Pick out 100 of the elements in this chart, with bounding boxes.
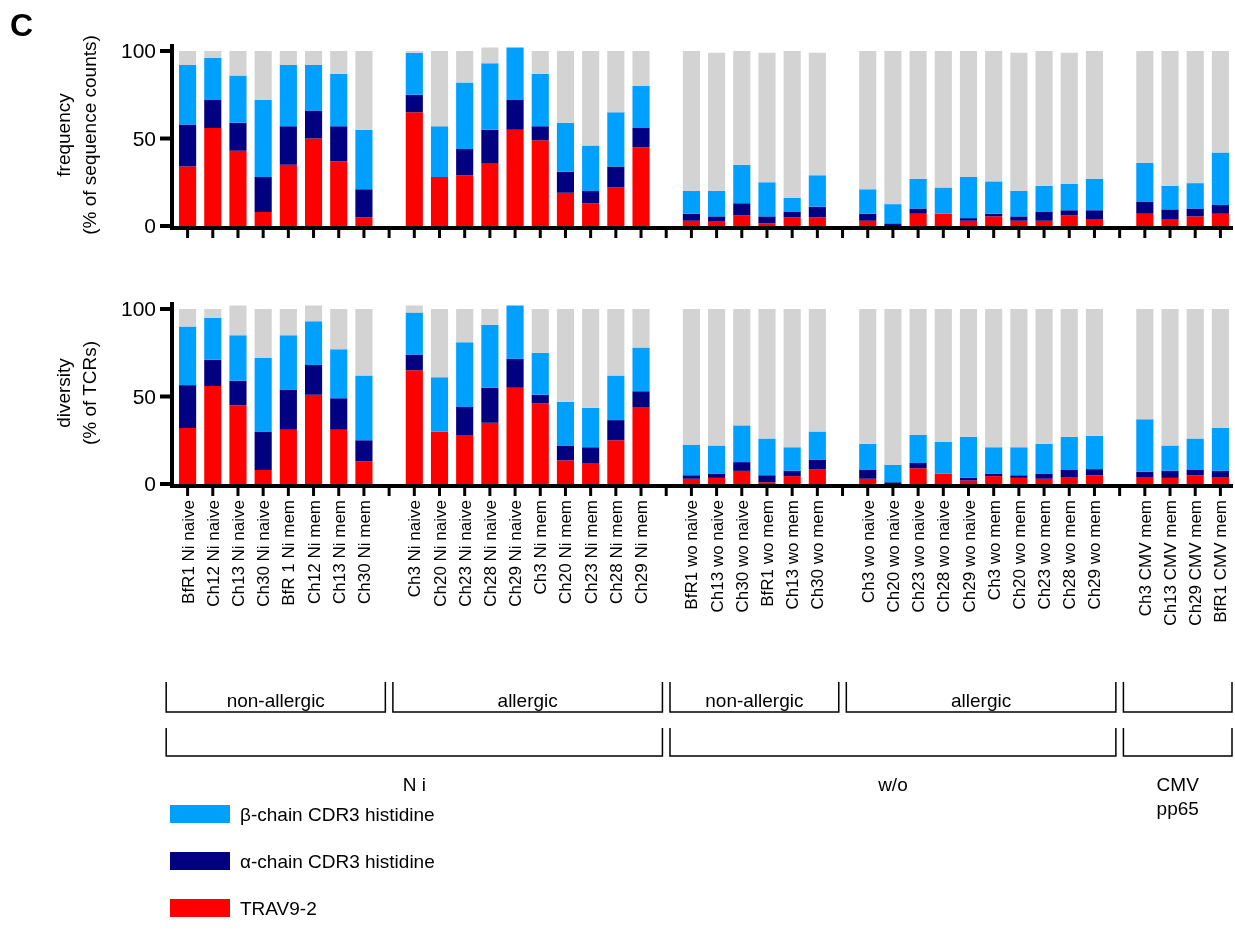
bar xyxy=(1161,51,1179,186)
bar xyxy=(808,52,826,176)
bar xyxy=(204,128,222,226)
bar xyxy=(229,405,247,484)
bar xyxy=(607,51,625,113)
bar xyxy=(1136,471,1154,477)
bar xyxy=(708,477,726,484)
bar xyxy=(909,51,927,179)
bar xyxy=(279,51,297,65)
bar xyxy=(708,473,726,478)
x-tick-label: Ch12 Ni naive xyxy=(203,500,223,607)
bar xyxy=(355,309,373,376)
bar xyxy=(556,51,575,123)
bar xyxy=(556,401,575,446)
bar xyxy=(859,478,877,484)
bar xyxy=(204,58,222,100)
x-tick-label: Ch23 Ni mem xyxy=(581,500,601,604)
x-tick-label: BfR1 CMV mem xyxy=(1211,500,1231,623)
bar xyxy=(179,65,197,125)
bar xyxy=(884,51,902,205)
bar xyxy=(1035,51,1053,186)
bar xyxy=(204,317,222,360)
bar xyxy=(1010,220,1028,226)
text: C xyxy=(10,7,34,43)
text: CMV pp65 xyxy=(1156,774,1200,819)
bar xyxy=(1186,216,1204,226)
bar xyxy=(1161,477,1179,484)
bar xyxy=(355,129,373,190)
bar xyxy=(783,198,801,212)
bar xyxy=(506,387,524,484)
x-tick-label: Ch29 wo naive xyxy=(959,500,979,613)
bar xyxy=(783,470,801,477)
bar xyxy=(582,463,600,484)
text: allergic xyxy=(497,690,558,711)
text: allergic xyxy=(950,690,1012,711)
bar xyxy=(304,321,323,365)
bar xyxy=(1136,309,1154,420)
bar xyxy=(708,191,726,217)
bar xyxy=(632,51,650,86)
y-axis-title: frequency (% of sequence counts) xyxy=(53,35,100,235)
bar xyxy=(481,422,499,484)
bar xyxy=(1035,309,1053,444)
bar xyxy=(1085,210,1104,219)
bar xyxy=(959,177,978,219)
bar xyxy=(279,389,297,430)
bar xyxy=(884,204,902,224)
bar xyxy=(179,309,197,327)
bar xyxy=(204,100,222,128)
bar xyxy=(632,86,650,128)
x-tick-label: Ch3 wo mem xyxy=(984,500,1004,601)
bar xyxy=(909,309,927,435)
bar xyxy=(985,309,1003,448)
bar xyxy=(808,309,826,432)
x-tick-label: Ch3 wo naive xyxy=(858,500,878,604)
bar xyxy=(456,175,474,226)
bar xyxy=(632,128,650,148)
bar xyxy=(330,429,348,484)
bar xyxy=(859,189,877,214)
bar xyxy=(1186,309,1204,439)
bar xyxy=(1035,212,1053,221)
bar xyxy=(582,407,600,448)
bar xyxy=(1085,51,1104,179)
bar xyxy=(304,65,323,111)
bar xyxy=(808,469,826,484)
bar xyxy=(1035,443,1053,474)
bar xyxy=(758,309,776,439)
x-tick-label: Ch28 wo naive xyxy=(934,500,954,613)
bar xyxy=(1035,478,1053,484)
text: N i xyxy=(402,774,426,795)
bar xyxy=(1161,185,1179,210)
bar xyxy=(229,380,247,406)
bar xyxy=(330,73,348,127)
bar xyxy=(1211,152,1229,205)
bar xyxy=(758,438,776,476)
bar xyxy=(506,100,524,130)
x-tick-label: Ch28 Ni mem xyxy=(606,500,626,604)
bar xyxy=(330,349,348,399)
bar xyxy=(279,335,297,390)
bar xyxy=(733,215,751,226)
bar xyxy=(531,309,549,353)
bar xyxy=(481,47,499,64)
bar xyxy=(355,461,373,484)
bar xyxy=(254,431,272,470)
bar xyxy=(1060,470,1078,477)
bar xyxy=(783,51,801,198)
bar xyxy=(1186,51,1204,184)
bar xyxy=(733,425,751,463)
bar xyxy=(1060,309,1078,437)
bar xyxy=(985,476,1003,484)
y-tick-label: 50 xyxy=(132,126,156,150)
bar xyxy=(1161,309,1179,446)
legend-label: α-chain CDR3 histidine xyxy=(240,850,435,872)
x-tick-label: Ch30 wo mem xyxy=(808,500,828,610)
bar xyxy=(582,309,600,408)
bar xyxy=(304,394,323,484)
bar xyxy=(1161,445,1179,471)
bar xyxy=(808,206,826,218)
bar xyxy=(279,429,297,484)
bar xyxy=(582,203,600,226)
bar xyxy=(481,63,499,130)
